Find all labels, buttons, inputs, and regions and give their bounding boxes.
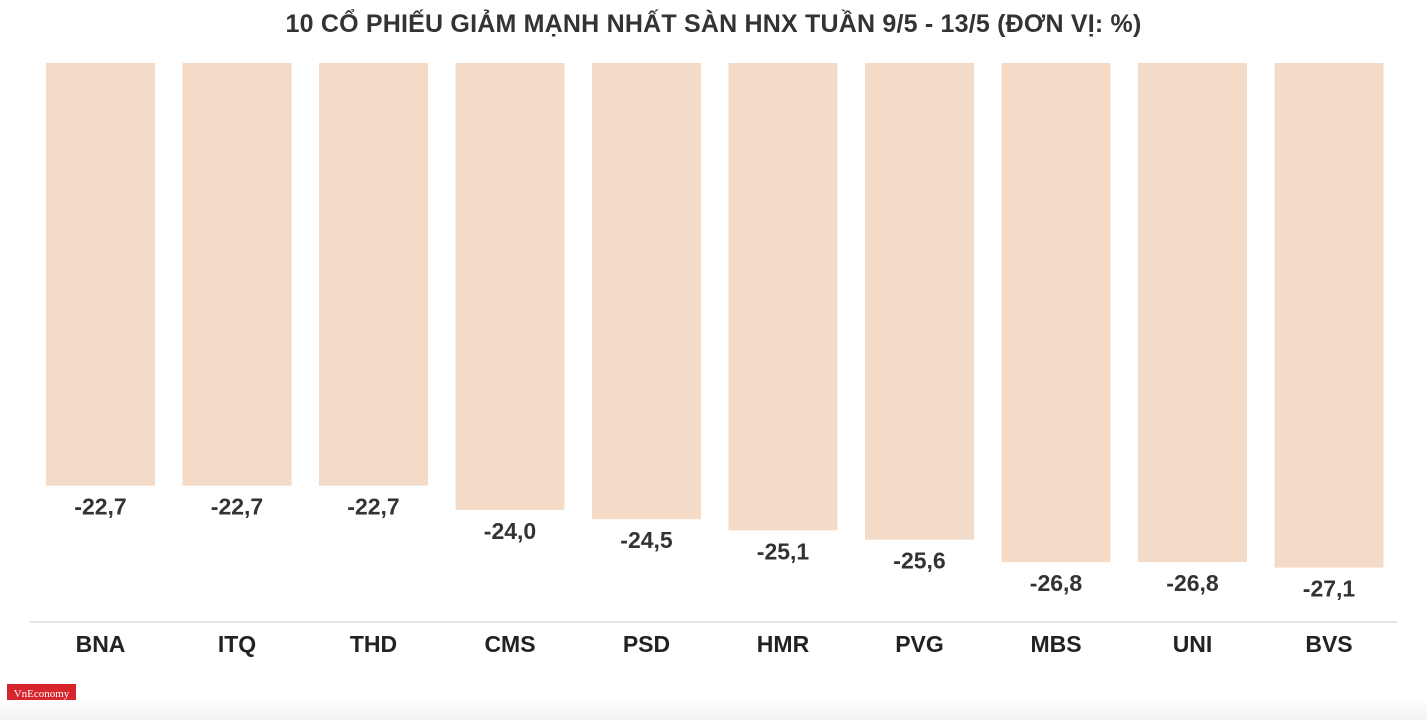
bar-mbs — [1001, 63, 1111, 563]
value-label-cms: -24,0 — [484, 518, 536, 544]
value-label-thd: -22,7 — [347, 494, 399, 520]
bar-thd — [319, 63, 428, 486]
value-label-itq: -22,7 — [211, 494, 263, 520]
bar-hmr — [728, 63, 838, 531]
category-label-itq: ITQ — [218, 631, 256, 657]
bars-group — [46, 63, 1384, 568]
bar-uni — [1138, 63, 1247, 563]
bar-pvg — [865, 63, 974, 540]
bar-psd — [592, 63, 701, 520]
category-label-bna: BNA — [76, 631, 126, 657]
category-label-thd: THD — [350, 631, 397, 657]
category-label-psd: PSD — [623, 631, 670, 657]
category-label-pvg: PVG — [895, 631, 944, 657]
value-label-mbs: -26,8 — [1030, 570, 1083, 596]
bottom-shade — [0, 700, 1427, 720]
value-labels-group: -22,7 -22,7 -22,7 -24,0 -24,5 -25,1 -25,6 -26,8… — [74, 494, 1355, 602]
value-label-bna: -22,7 — [74, 494, 126, 520]
chart-title: 10 CỔ PHIẾU GIẢM MẠNH NHẤT SÀN HNX TUẦN … — [285, 10, 1142, 38]
category-label-hmr: HMR — [757, 631, 810, 657]
value-label-uni: -26,8 — [1166, 570, 1219, 596]
bar-itq — [182, 63, 292, 486]
value-label-hmr: -25,1 — [757, 538, 810, 564]
category-labels-group: BNA ITQ THD CMS PSD HMR PVG MBS UNI BVS — [76, 631, 1353, 657]
category-label-bvs: BVS — [1305, 631, 1352, 657]
bar-bna — [46, 63, 155, 486]
value-label-pvg: -25,6 — [893, 548, 945, 574]
bar-cms — [455, 63, 565, 510]
category-label-cms: CMS — [484, 631, 535, 657]
bar-bvs — [1274, 63, 1384, 568]
category-label-mbs: MBS — [1030, 631, 1081, 657]
category-label-uni: UNI — [1173, 631, 1213, 657]
value-label-psd: -24,5 — [620, 527, 673, 553]
value-label-bvs: -27,1 — [1303, 576, 1356, 602]
